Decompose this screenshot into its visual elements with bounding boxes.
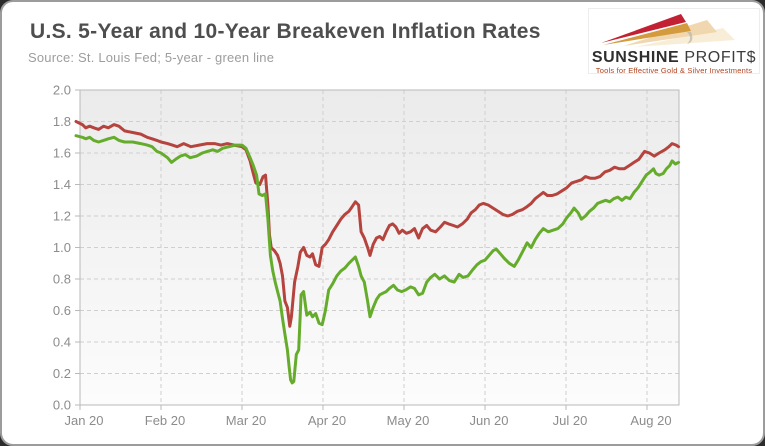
- series-line-10-year: [74, 120, 681, 328]
- y-tick-label: 1.0: [53, 240, 71, 255]
- logo-brand-sunshine: SUNSHINE: [591, 49, 680, 66]
- logo-brand-profits: PROFIT$: [684, 49, 757, 66]
- x-tick-label: Mar 20: [226, 413, 266, 428]
- y-tick-label: 2.0: [53, 83, 71, 98]
- y-tick-label: 1.4: [53, 177, 71, 192]
- x-tick-label: Apr 20: [308, 413, 346, 428]
- y-tick-label: 1.6: [53, 146, 71, 161]
- sunshine-profits-logo: SUNSHINE PROFIT$ Tools for Effective Gol…: [588, 8, 760, 75]
- logo-tagline: Tools for Effective Gold & Silver Invest…: [595, 66, 753, 75]
- y-tick-label: 0.8: [53, 272, 71, 287]
- x-tick-label: Jul 20: [553, 413, 588, 428]
- axis-ticks: [75, 89, 648, 410]
- y-axis-labels: 0.0 0.2 0.4 0.6 0.8 1.0 1.2 1.4 1.6 1.8 2.0: [53, 83, 71, 413]
- grid-lines: [80, 90, 679, 405]
- y-tick-label: 1.8: [53, 114, 71, 129]
- y-tick-label: 1.2: [53, 209, 71, 224]
- y-tick-label: 0.0: [53, 398, 71, 413]
- x-tick-label: Aug 20: [630, 413, 671, 428]
- logo-arrow-shadow: [687, 32, 693, 44]
- y-tick-label: 0.4: [53, 335, 71, 350]
- logo-arrow-gold: [603, 23, 691, 45]
- y-tick-label: 0.2: [53, 366, 71, 381]
- series-line-5-year: [74, 134, 681, 385]
- x-tick-label: Jun 20: [469, 413, 508, 428]
- logo-arrow-red: [601, 14, 686, 43]
- logo-brand-text: SUNSHINE PROFIT$: [589, 49, 759, 67]
- x-tick-label: Feb 20: [145, 413, 185, 428]
- logo-arrows-icon: [601, 14, 735, 47]
- x-tick-label: May 20: [387, 413, 430, 428]
- y-tick-label: 0.6: [53, 303, 71, 318]
- chart-source-note: Source: St. Louis Fed; 5-year - green li…: [28, 50, 275, 65]
- plot-area: [80, 90, 679, 405]
- x-tick-label: Jan 20: [64, 413, 103, 428]
- page-title: U.S. 5-Year and 10-Year Breakeven Inflat…: [30, 20, 541, 43]
- x-axis-labels: Jan 20 Feb 20 Mar 20 Apr 20 May 20 Jun 20 Jul …: [64, 413, 671, 428]
